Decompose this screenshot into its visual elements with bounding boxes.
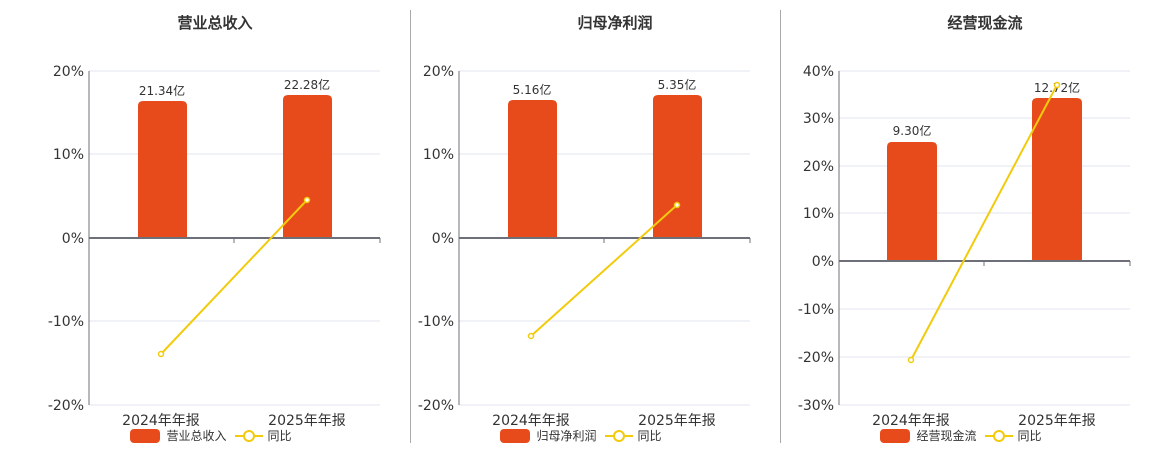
y-tick-labels: 40% 30% 20% 10% 0% -10% -20% -30% (798, 64, 834, 414)
chart-panel-revenue: 营业总收入 20% 10% 0% -10% -20% 21.34亿 22.28亿… (0, 0, 410, 450)
legend-item-bar[interactable]: 经营现金流 (880, 427, 977, 444)
svg-text:20%: 20% (803, 159, 834, 175)
svg-text:-10%: -10% (418, 314, 454, 330)
legend: 归母净利润 同比 (380, 427, 790, 444)
bar-2025[interactable] (653, 95, 702, 238)
yoy-point-2025[interactable] (1053, 81, 1061, 89)
yoy-point-2024[interactable] (907, 356, 915, 364)
legend-label: 同比 (637, 429, 662, 443)
legend-label: 同比 (267, 429, 292, 443)
bar-2025[interactable] (1032, 98, 1082, 261)
yoy-point-2025[interactable] (673, 201, 681, 209)
chart-title: 归母净利润 (577, 14, 653, 32)
svg-text:40%: 40% (803, 64, 834, 80)
bar-swatch-icon (130, 428, 161, 443)
svg-text:0%: 0% (432, 231, 454, 247)
chart-plot: 20% 10% 0% -10% -20% 5.16亿 5.35亿 2024年年报… (418, 64, 751, 429)
bar-swatch-icon (500, 428, 531, 443)
legend: 经营现金流 同比 (760, 427, 1160, 444)
chart-plot: 20% 10% 0% -10% -20% 21.34亿 22.28亿 2024年… (48, 64, 381, 429)
line-marker-icon (604, 429, 633, 442)
yoy-point-2024[interactable] (157, 350, 165, 358)
svg-text:10%: 10% (423, 147, 454, 163)
yoy-line (530, 204, 678, 337)
svg-text:-30%: -30% (798, 398, 834, 414)
legend: 营业总收入 同比 (10, 427, 420, 444)
x-label-2025: 2025年年报 (1018, 413, 1096, 429)
legend-item-line[interactable]: 同比 (604, 427, 662, 444)
svg-text:20%: 20% (423, 64, 454, 80)
legend-label: 营业总收入 (166, 429, 227, 443)
bar-2024[interactable] (887, 142, 937, 261)
svg-text:-10%: -10% (48, 314, 84, 330)
x-label-2025: 2025年年报 (268, 413, 346, 429)
x-label-2025: 2025年年报 (638, 413, 716, 429)
grid-lines (89, 70, 380, 406)
chart-panel-operating-cashflow: 经营现金流 40% 30% 20% 10% 0% -10% -20% -30% … (750, 0, 1160, 450)
line-marker-icon (234, 429, 263, 442)
x-label-2024: 2024年年报 (122, 413, 200, 429)
bar-label-2024: 5.16亿 (513, 82, 552, 97)
svg-text:10%: 10% (53, 147, 84, 163)
x-label-2024: 2024年年报 (492, 413, 570, 429)
bar-label-2024: 21.34亿 (139, 83, 185, 98)
yoy-point-2024[interactable] (527, 332, 535, 340)
svg-text:30%: 30% (803, 111, 834, 127)
svg-text:-20%: -20% (48, 398, 84, 414)
legend-label: 归母净利润 (536, 429, 597, 443)
y-tick-labels: 20% 10% 0% -10% -20% (418, 64, 454, 414)
bar-2024[interactable] (138, 101, 187, 238)
x-label-2024: 2024年年报 (872, 413, 950, 429)
legend-label: 经营现金流 (916, 429, 977, 443)
svg-text:-20%: -20% (418, 398, 454, 414)
svg-text:-10%: -10% (798, 302, 834, 318)
bar-label-2024: 9.30亿 (893, 123, 932, 138)
legend-item-line[interactable]: 同比 (984, 427, 1042, 444)
chart-plot: 40% 30% 20% 10% 0% -10% -20% -30% 9.30亿 … (798, 64, 1131, 429)
grid-lines (839, 70, 1130, 406)
svg-text:0%: 0% (62, 231, 84, 247)
yoy-line (160, 199, 308, 355)
yoy-line (910, 84, 1058, 361)
svg-text:0%: 0% (812, 254, 834, 270)
bar-2024[interactable] (508, 100, 557, 238)
bar-label-2025: 5.35亿 (658, 77, 697, 92)
bar-2025[interactable] (283, 95, 332, 238)
legend-label: 同比 (1017, 429, 1042, 443)
panel-divider (410, 10, 411, 443)
legend-item-bar[interactable]: 营业总收入 (130, 427, 227, 444)
svg-text:10%: 10% (803, 206, 834, 222)
panel-divider (780, 10, 781, 443)
bar-swatch-icon (880, 428, 911, 443)
svg-text:-20%: -20% (798, 350, 834, 366)
chart-panel-net-profit: 归母净利润 20% 10% 0% -10% -20% 5.16亿 5.35亿 2… (370, 0, 780, 450)
line-marker-icon (984, 429, 1013, 442)
yoy-point-2025[interactable] (303, 196, 311, 204)
chart-title: 营业总收入 (177, 14, 253, 32)
legend-item-bar[interactable]: 归母净利润 (500, 427, 597, 444)
svg-text:20%: 20% (53, 64, 84, 80)
legend-item-line[interactable]: 同比 (234, 427, 292, 444)
y-tick-labels: 20% 10% 0% -10% -20% (48, 64, 84, 414)
chart-title: 经营现金流 (947, 14, 1023, 32)
bar-label-2025: 22.28亿 (284, 77, 330, 92)
